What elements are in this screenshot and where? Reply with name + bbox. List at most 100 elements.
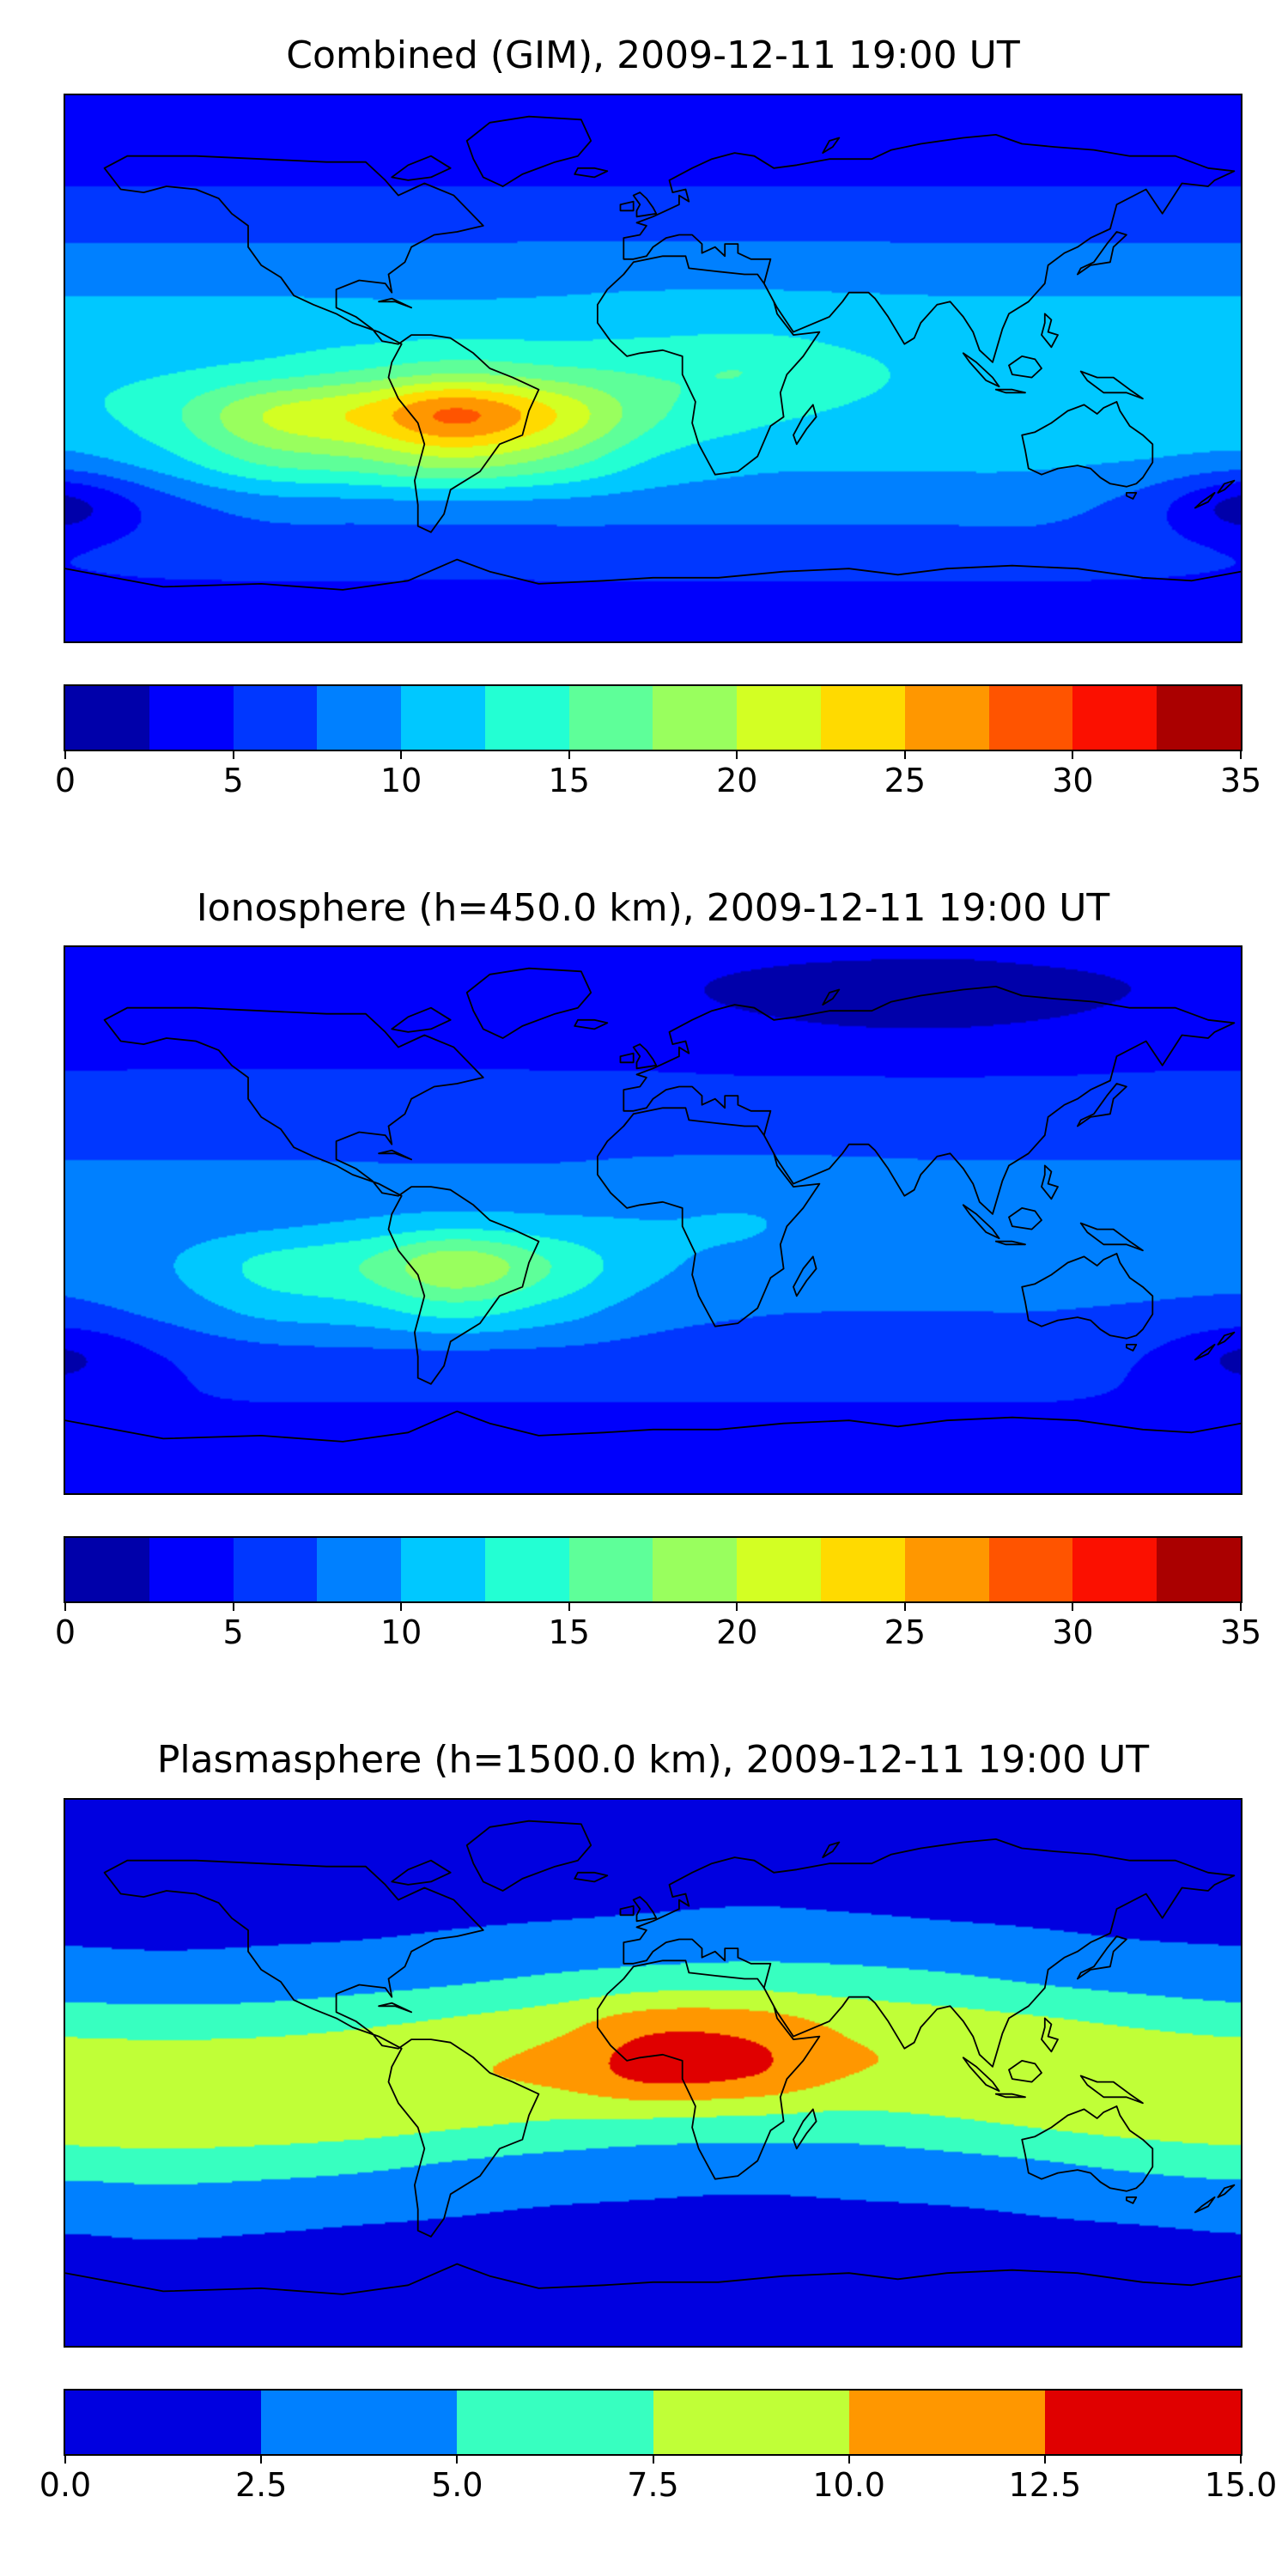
colorbar-segment <box>821 685 905 750</box>
colorbar-tick-label: 20 <box>716 1613 758 1652</box>
colorbar-gradient <box>64 1536 1242 1604</box>
colorbar-tick <box>1043 2455 1046 2464</box>
colorbar-segment <box>1072 685 1157 750</box>
colorbar-segment <box>401 1538 485 1602</box>
colorbar-segment <box>457 2390 653 2454</box>
colorbar-combined: 0 5 10 15 20 25 30 35 <box>55 683 1261 805</box>
colorbar-tick <box>64 1603 66 1612</box>
colorbar-segment <box>233 685 318 750</box>
colorbar-ticklabels: 0 5 10 15 20 25 30 35 <box>55 760 1261 805</box>
panel-plasmasphere: Plasmasphere (h=1500.0 km), 2009-12-11 1… <box>39 1656 1278 2509</box>
colorbar-tick <box>400 750 403 759</box>
colorbar-tick-label: 25 <box>884 761 927 799</box>
colorbar-tick <box>1240 750 1242 759</box>
colorbar-tick-label: 5 <box>222 761 244 799</box>
colorbar-segment <box>988 685 1073 750</box>
colorbar-tick-label: 15 <box>548 761 590 799</box>
colorbar-tick <box>1240 1603 1242 1612</box>
coastlines-overlay <box>65 967 1241 1443</box>
colorbar-segment <box>149 1538 234 1602</box>
colorbar-segment <box>653 685 738 750</box>
colorbar-tick <box>568 1603 570 1612</box>
colorbar-segment <box>1044 2390 1242 2454</box>
colorbar-segment <box>317 685 402 750</box>
panel-title-plasmasphere: Plasmasphere (h=1500.0 km), 2009-12-11 1… <box>156 1738 1150 1783</box>
colorbar-tick-label: 5.0 <box>431 2465 483 2504</box>
colorbar-tick <box>1072 750 1074 759</box>
colorbar-segment <box>1157 685 1241 750</box>
colorbar-segment <box>484 1538 569 1602</box>
colorbar-segment <box>904 685 989 750</box>
map-plasmasphere <box>64 1797 1242 2348</box>
coastline-path <box>65 967 1241 1443</box>
colorbar-tick <box>260 2455 263 2464</box>
colorbar-segment <box>904 1538 989 1602</box>
map-combined <box>64 93 1242 643</box>
colorbar-tick <box>232 1603 234 1612</box>
heatmap-canvas-combined <box>65 94 1241 641</box>
colorbar-tick <box>736 750 738 759</box>
colorbar-tick <box>1240 2455 1242 2464</box>
colorbar-tick-label: 30 <box>1052 761 1094 799</box>
map-ionosphere <box>64 945 1242 1496</box>
colorbar-ionosphere: 0 5 10 15 20 25 30 35 <box>55 1536 1261 1656</box>
coastlines-overlay <box>65 115 1241 591</box>
colorbar-segment <box>653 2390 849 2454</box>
coastline-path <box>65 115 1241 591</box>
colorbar-tick-label: 35 <box>1219 761 1262 799</box>
colorbar-segment <box>848 2390 1045 2454</box>
colorbar-segment <box>65 1538 149 1602</box>
colorbar-segment <box>65 2390 262 2454</box>
colorbar-tickmarks <box>64 2455 1242 2464</box>
colorbar-tick-label: 0 <box>54 761 76 799</box>
colorbar-segment <box>317 1538 402 1602</box>
colorbar-segment <box>821 1538 905 1602</box>
colorbar-tick-label: 0 <box>54 1613 76 1652</box>
colorbar-tick <box>232 750 234 759</box>
colorbar-segment <box>1157 1538 1241 1602</box>
colorbar-tick-label: 7.5 <box>627 2465 679 2504</box>
panel-title-ionosphere: Ionosphere (h=450.0 km), 2009-12-11 19:0… <box>196 885 1110 930</box>
colorbar-tick <box>652 2455 654 2464</box>
colorbar-segment <box>65 685 149 750</box>
colorbar-segment <box>568 685 653 750</box>
colorbar-tick-label: 30 <box>1052 1613 1094 1652</box>
colorbar-tick <box>848 2455 850 2464</box>
colorbar-tick <box>400 1603 403 1612</box>
colorbar-segment <box>737 1538 822 1602</box>
colorbar-tick-label: 25 <box>884 1613 927 1652</box>
colorbar-segment <box>988 1538 1073 1602</box>
colorbar-tick-label: 0.0 <box>39 2465 92 2504</box>
colorbar-tick-label: 12.5 <box>1008 2465 1082 2504</box>
colorbar-segment <box>149 685 234 750</box>
colorbar-tick-label: 15.0 <box>1204 2465 1278 2504</box>
panel-title-combined: Combined (GIM), 2009-12-11 19:00 UT <box>286 33 1020 77</box>
colorbar-tickmarks <box>64 1603 1242 1612</box>
panel-combined-gim: Combined (GIM), 2009-12-11 19:00 UT 0 5 10… <box>55 0 1261 805</box>
colorbar-segment <box>653 1538 738 1602</box>
colorbar-segment <box>401 685 485 750</box>
coastlines-overlay <box>65 1820 1241 2295</box>
colorbar-tick <box>736 1603 738 1612</box>
colorbar-segment <box>1072 1538 1157 1602</box>
colorbar-tick <box>64 750 66 759</box>
colorbar-tick <box>64 2455 66 2464</box>
colorbar-gradient <box>64 2388 1242 2456</box>
colorbar-ticklabels: 0.0 2.5 5.0 7.5 10.0 12.5 15.0 <box>39 2464 1278 2509</box>
colorbar-plasmasphere: 0.0 2.5 5.0 7.5 10.0 12.5 15.0 <box>39 2388 1278 2509</box>
colorbar-gradient <box>64 683 1242 751</box>
colorbar-tick-label: 10 <box>380 761 422 799</box>
colorbar-tick <box>1072 1603 1074 1612</box>
colorbar-segment <box>737 685 822 750</box>
colorbar-tick-label: 5 <box>222 1613 244 1652</box>
colorbar-ticklabels: 0 5 10 15 20 25 30 35 <box>55 1612 1261 1656</box>
coastline-path <box>65 1820 1241 2295</box>
colorbar-tick-label: 10 <box>380 1613 422 1652</box>
colorbar-tick-label: 20 <box>716 761 758 799</box>
colorbar-tickmarks <box>64 750 1242 760</box>
heatmap-canvas-ionosphere <box>65 947 1241 1494</box>
colorbar-segment <box>484 685 569 750</box>
colorbar-tick-label: 15 <box>548 1613 590 1652</box>
colorbar-tick <box>568 750 570 759</box>
